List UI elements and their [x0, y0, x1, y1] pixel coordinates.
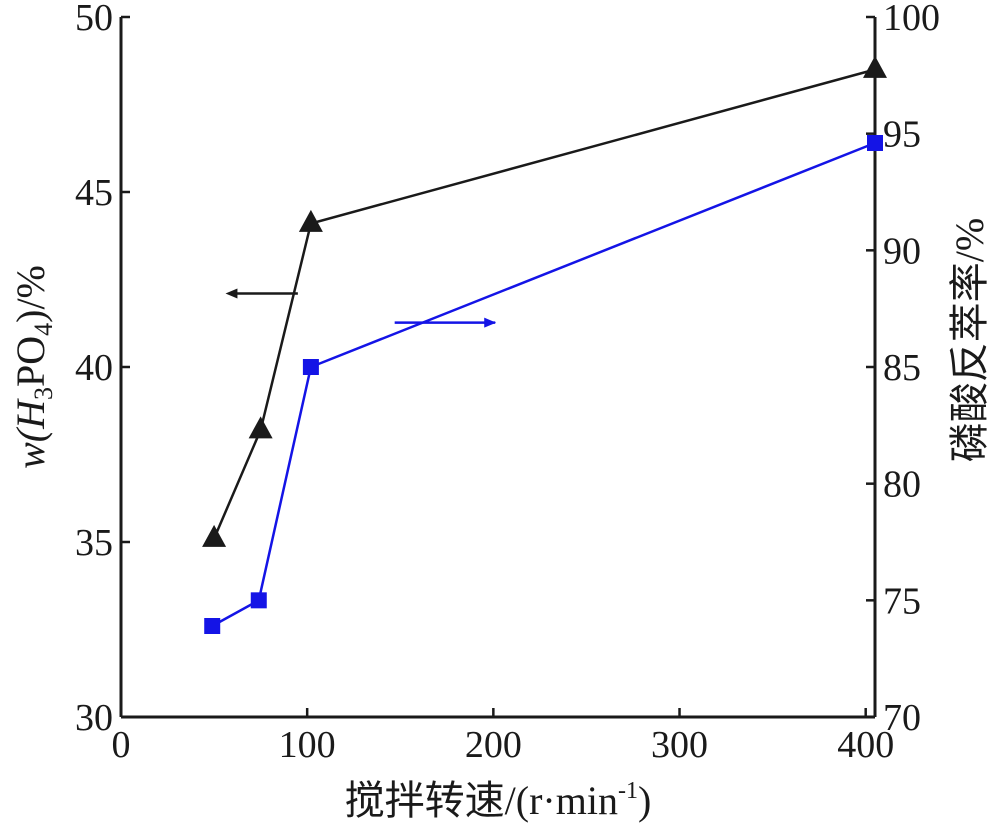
series-1-point [302, 359, 319, 375]
x-tick-label: 0 [112, 724, 131, 766]
x-tick-label: 100 [279, 724, 336, 766]
annotation-layer [225, 288, 497, 328]
x-axis-title-close: ) [638, 778, 651, 823]
series-1-point [250, 592, 267, 609]
left-y-tick-label: 35 [75, 522, 113, 564]
right-y-tick-label: 100 [883, 0, 940, 39]
series-0-point [202, 524, 227, 547]
series-layer [202, 55, 887, 634]
x-tick-label: 400 [837, 724, 894, 766]
series-1-point [204, 618, 221, 634]
left-y-tick-label: 45 [75, 172, 113, 214]
series-0-point [248, 416, 273, 439]
right-y-tick-label: 80 [883, 464, 921, 506]
right-y-tick-label: 70 [883, 697, 921, 739]
left-y-tick-label: 50 [75, 0, 113, 39]
left-y-axis-title: w(H3PO4)/% [8, 265, 58, 469]
series-0-point [298, 209, 323, 232]
right-y-tick-label: 90 [883, 230, 921, 272]
right-y-tick-label: 75 [883, 580, 921, 622]
x-tick-label: 300 [651, 724, 708, 766]
series-1-point [867, 135, 883, 151]
right-y-tick-label: 85 [883, 347, 921, 389]
ticks-layer: 0 100 200 300 400 30 35 40 45 50 70 75 80 85 90 95 100 [75, 0, 940, 766]
x-axis-title-superscript: -1 [618, 778, 638, 804]
x-tick-label: 200 [465, 724, 522, 766]
left-y-tick-label: 40 [75, 347, 113, 389]
series-0-line [212, 68, 876, 539]
left-y-tick-label: 30 [75, 697, 113, 739]
x-axis-title: 搅拌转速/(r·min-1) [345, 778, 652, 823]
series-1-line [211, 141, 876, 628]
right-y-axis-title: 磷酸反萃率/% [947, 218, 992, 462]
right-y-tick-label: 95 [883, 114, 921, 156]
series-0-point [863, 55, 887, 78]
